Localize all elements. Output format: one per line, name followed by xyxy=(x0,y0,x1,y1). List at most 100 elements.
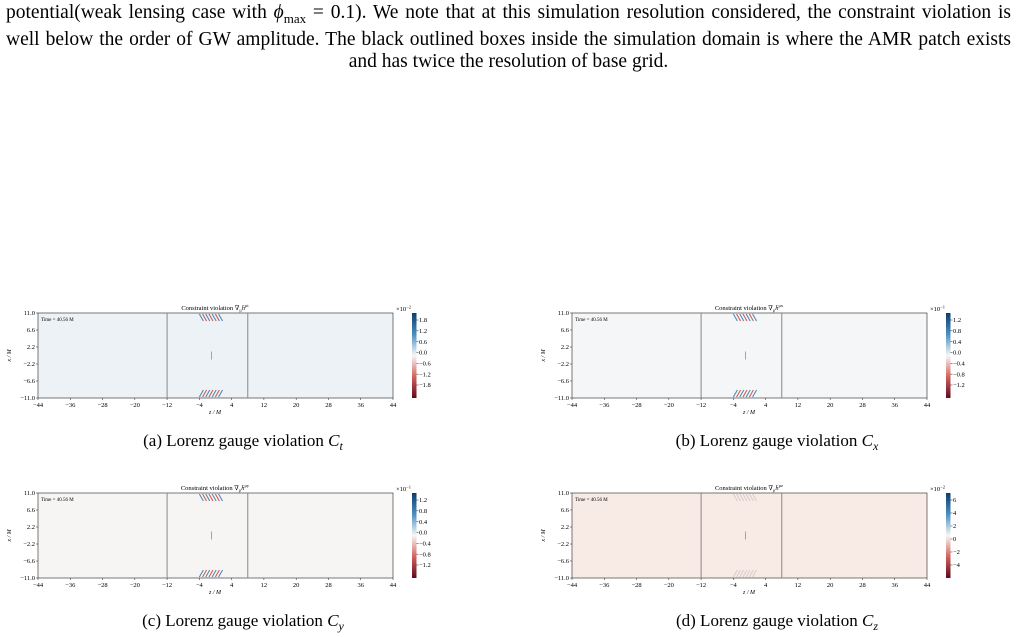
y-tick-label: 2.2 xyxy=(561,344,569,351)
x-tick-label: 36 xyxy=(891,402,898,409)
y-tick-label: −6.6 xyxy=(23,378,36,385)
math-subscript: max xyxy=(283,10,307,26)
y-tick-label: 2.2 xyxy=(561,524,569,531)
title-text: Constraint violation ∇ xyxy=(181,485,239,492)
caption: (a) Lorenz gauge violation Ct xyxy=(143,431,343,453)
time-label: Time = 40.56 M xyxy=(575,498,608,503)
wave-stripe xyxy=(218,569,224,578)
x-tick-label: −20 xyxy=(130,582,140,589)
heatmap xyxy=(571,312,928,399)
wave-stripe xyxy=(739,493,745,502)
heatmap xyxy=(571,492,928,579)
y-tick-label: −2.2 xyxy=(557,541,569,548)
y-tick-label: −2.2 xyxy=(23,541,35,548)
title-text: Constraint violation ∇ xyxy=(181,305,239,312)
colorbar-scale: ×10−1 xyxy=(396,485,411,494)
colorbar-tick-label: −0.8 xyxy=(953,371,965,378)
title-text: Constraint violation ∇ xyxy=(715,305,773,312)
wave-stripe xyxy=(211,569,217,578)
x-tick-label: 12 xyxy=(261,402,268,409)
scale-base: ×10 xyxy=(930,306,940,313)
colorbar-tick-label: 0.0 xyxy=(419,350,427,357)
caption-subscript: x xyxy=(872,439,879,453)
colorbar-tick-label: 1.8 xyxy=(419,317,427,324)
colorbar-tick-label: 1.2 xyxy=(419,497,427,504)
wave-stripe xyxy=(205,493,211,502)
x-tick-label: −12 xyxy=(696,582,706,589)
heatmap xyxy=(37,492,394,579)
x-tick-label: −4 xyxy=(730,402,738,409)
wave-stripe xyxy=(218,313,224,322)
wave-stripe xyxy=(732,313,738,322)
panel-title: Constraint violation ∇μh̄μx xyxy=(715,303,784,313)
y-axis-label: x / M xyxy=(7,348,13,362)
y-tick-label: −2.2 xyxy=(23,361,35,368)
x-tick-label: −12 xyxy=(162,582,172,589)
x-tick-label: 4 xyxy=(764,402,768,409)
x-axis-label: z / M xyxy=(742,590,756,596)
wave-stripe xyxy=(205,389,211,398)
wave-stripe xyxy=(208,389,214,398)
caption-symbol: C xyxy=(862,431,874,450)
wave-stripe xyxy=(736,493,742,502)
scale-exponent: −1 xyxy=(406,485,411,490)
y-tick-label: −2.2 xyxy=(557,361,569,368)
x-axis-label: z / M xyxy=(742,410,756,416)
y-tick-label: 6.6 xyxy=(561,507,570,514)
y-tick-label: −6.6 xyxy=(557,558,570,565)
x-tick-label: 28 xyxy=(859,402,866,409)
y-tick-label: 11.0 xyxy=(24,490,35,497)
panel-title: Constraint violation ∇μh̄μz xyxy=(715,483,783,493)
caption-text: (a) Lorenz gauge violation xyxy=(143,431,328,450)
colorbar-tick-label: −4 xyxy=(953,562,961,569)
title-sup: μt xyxy=(245,303,249,308)
wave-stripe xyxy=(205,569,211,578)
wave-stripe xyxy=(752,313,758,322)
x-tick-label: −4 xyxy=(196,402,204,409)
y-tick-label: 6.6 xyxy=(27,327,36,334)
caption: (b) Lorenz gauge violation Cx xyxy=(676,431,879,453)
x-tick-label: −36 xyxy=(599,402,610,409)
wave-stripe xyxy=(732,569,738,578)
wave-stripe xyxy=(198,389,204,398)
y-tick-label: −11.0 xyxy=(20,575,35,582)
wave-stripe xyxy=(745,389,751,398)
wave-stripe xyxy=(739,569,745,578)
wave-stripe xyxy=(202,569,208,578)
colorbar-scale: ×10−1 xyxy=(930,305,945,314)
wave-stripe xyxy=(732,389,738,398)
wave-stripe xyxy=(211,313,217,322)
colorbar-scale: ×10−2 xyxy=(396,305,411,314)
y-tick-label: 11.0 xyxy=(558,490,569,497)
wave-stripe xyxy=(202,313,208,322)
title-sub: μ xyxy=(773,308,776,313)
colorbar-tick-label: −0.8 xyxy=(419,551,431,558)
y-tick-label: 2.2 xyxy=(27,524,35,531)
colorbar-tick-label: 0.6 xyxy=(419,339,428,346)
colorbar-tick-label: −2 xyxy=(953,549,960,556)
x-tick-label: −44 xyxy=(567,582,578,589)
title-sup: μz xyxy=(779,483,783,488)
wave-stripe xyxy=(211,493,217,502)
title-sup: μy xyxy=(244,483,249,488)
x-tick-label: 12 xyxy=(795,582,802,589)
x-tick-label: 44 xyxy=(924,402,931,409)
wave-stripe xyxy=(198,569,204,578)
colorbar-tick-label: 0.4 xyxy=(419,519,428,526)
scale-exponent: −2 xyxy=(940,485,945,490)
title-sub: μ xyxy=(773,488,776,493)
colorbar xyxy=(946,313,951,398)
x-tick-label: −12 xyxy=(162,402,172,409)
caption-symbol: C xyxy=(327,611,339,630)
y-tick-label: 2.2 xyxy=(27,344,35,351)
y-tick-label: 6.6 xyxy=(27,507,36,514)
wave-stripe xyxy=(748,493,754,502)
wave-stripe xyxy=(214,313,220,322)
x-tick-label: 20 xyxy=(827,402,834,409)
title-mid: h̄ xyxy=(241,485,244,492)
y-tick-label: 11.0 xyxy=(24,310,35,317)
y-axis-label: x / M xyxy=(541,348,547,362)
wave-stripe xyxy=(742,493,748,502)
x-tick-label: 12 xyxy=(795,402,802,409)
